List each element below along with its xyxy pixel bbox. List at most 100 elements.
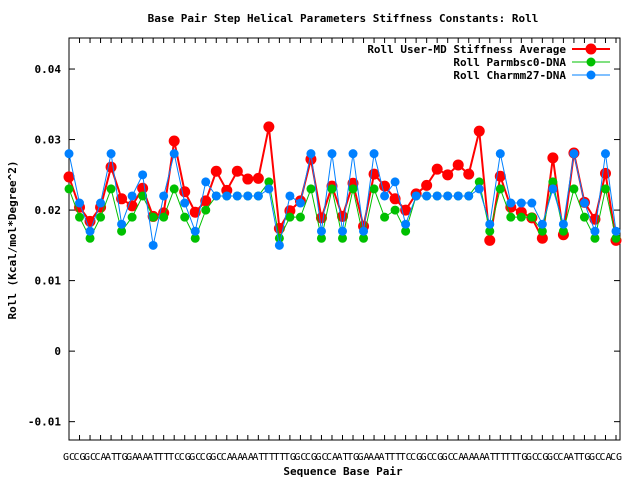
data-point <box>589 213 601 225</box>
data-point <box>316 233 326 243</box>
data-point <box>401 226 411 236</box>
x-tick-label: AA <box>242 452 254 463</box>
y-tick-label: 0.01 <box>35 275 62 288</box>
legend-marker <box>586 57 596 67</box>
x-tick-label: CG <box>179 452 191 463</box>
x-tick-label: AA <box>473 452 485 463</box>
data-point <box>274 240 284 250</box>
data-point <box>295 198 305 208</box>
x-tick-label: CA <box>599 452 611 463</box>
data-point <box>201 205 211 215</box>
x-tick-label: GC <box>63 452 75 463</box>
data-point <box>442 169 454 181</box>
x-tick-label: TC <box>168 452 180 463</box>
data-point <box>611 226 621 236</box>
x-tick-label: CA <box>452 452 464 463</box>
data-point <box>169 184 179 194</box>
legend-label: Roll Charmm27-DNA <box>453 69 566 82</box>
x-tick-label: CA <box>221 452 233 463</box>
x-tick-label: CG <box>73 452 85 463</box>
data-point <box>316 226 326 236</box>
data-point <box>548 184 558 194</box>
data-point <box>600 149 610 159</box>
data-point <box>359 233 369 243</box>
x-tick-label: TG <box>284 452 296 463</box>
data-point <box>75 198 85 208</box>
data-point <box>401 219 411 229</box>
data-point <box>473 125 485 137</box>
data-point <box>190 233 200 243</box>
data-point <box>569 184 579 194</box>
x-axis-label: Sequence Base Pair <box>283 465 403 478</box>
data-point <box>327 184 337 194</box>
x-tick-label: AA <box>368 452 380 463</box>
x-tick-label: AT <box>252 452 264 463</box>
x-tick-label: TT <box>273 452 285 463</box>
data-point <box>390 177 400 187</box>
data-point <box>421 179 433 191</box>
data-point <box>485 219 495 229</box>
x-tick-label: GC <box>315 452 327 463</box>
y-tick-label: 0.02 <box>35 204 62 217</box>
x-tick-label: GC <box>294 452 306 463</box>
data-point <box>264 184 274 194</box>
data-point <box>474 177 484 187</box>
data-point <box>548 177 558 187</box>
data-point <box>106 149 116 159</box>
legend-marker <box>586 70 596 80</box>
data-point <box>579 198 589 208</box>
x-tick-label: AT <box>105 452 117 463</box>
data-point <box>516 198 526 208</box>
data-point <box>180 212 190 222</box>
data-point <box>558 219 568 229</box>
data-point <box>338 233 347 243</box>
data-point <box>243 191 253 201</box>
x-tick-label: AT <box>379 452 391 463</box>
data-point <box>537 219 547 229</box>
legend-label: Roll User-MD Stiffness Average <box>367 43 566 56</box>
data-point <box>348 149 358 159</box>
data-point <box>159 212 169 222</box>
data-point <box>148 240 158 250</box>
data-point <box>485 226 495 236</box>
x-tick-label: GC <box>442 452 454 463</box>
x-tick-label: AT <box>336 452 348 463</box>
data-point <box>116 193 128 205</box>
data-point <box>495 184 505 194</box>
x-tick-label: GC <box>547 452 559 463</box>
data-point <box>264 177 274 187</box>
data-point <box>380 191 390 201</box>
x-tick-label: TT <box>494 452 506 463</box>
x-tick-label: AA <box>137 452 149 463</box>
data-point <box>242 173 254 185</box>
data-point <box>306 184 316 194</box>
data-point <box>590 226 600 236</box>
data-point <box>547 152 559 164</box>
data-point <box>295 212 305 222</box>
data-point <box>359 226 369 236</box>
x-tick-label: AT <box>484 452 496 463</box>
data-point <box>306 149 316 159</box>
data-point <box>453 191 463 201</box>
x-tick-label: GA <box>126 452 138 463</box>
data-point <box>463 168 475 180</box>
y-tick-label: -0.01 <box>28 416 61 429</box>
x-tick-label: CG <box>410 452 422 463</box>
data-point <box>389 193 401 205</box>
data-point <box>569 149 579 159</box>
data-point <box>148 212 158 222</box>
data-point <box>537 226 547 236</box>
data-point <box>252 172 264 184</box>
data-point <box>506 212 516 222</box>
data-point <box>179 186 191 198</box>
x-tick-label: CG <box>431 452 443 463</box>
data-point <box>263 121 275 133</box>
y-axis-label: Roll (Kcal/mol*Degree^2) <box>6 161 19 320</box>
x-tick-label: TG <box>578 452 590 463</box>
x-tick-label: CA <box>557 452 569 463</box>
data-point <box>611 233 621 243</box>
x-tick-label: CG <box>610 452 622 463</box>
data-point <box>159 191 169 201</box>
data-point <box>63 171 75 183</box>
